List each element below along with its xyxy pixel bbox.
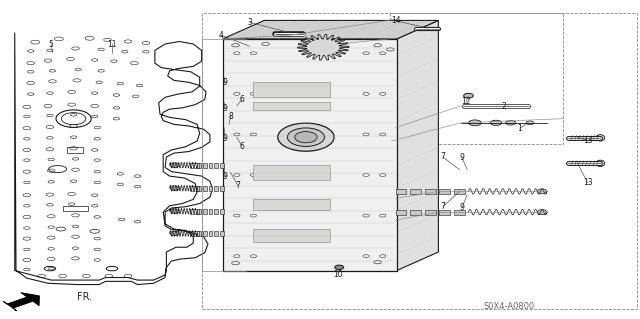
Ellipse shape <box>170 163 179 167</box>
Text: 6: 6 <box>239 142 244 151</box>
Text: S0X4-A0800: S0X4-A0800 <box>483 302 534 311</box>
Bar <box>253 102 330 110</box>
Text: 5: 5 <box>49 40 54 48</box>
Bar <box>189 209 200 214</box>
Ellipse shape <box>596 135 605 141</box>
Bar <box>220 209 223 214</box>
Text: 11: 11 <box>108 40 116 48</box>
Bar <box>410 189 421 194</box>
Text: 7: 7 <box>440 202 445 211</box>
Bar <box>189 231 200 236</box>
Ellipse shape <box>278 123 334 151</box>
Bar <box>410 210 421 215</box>
Ellipse shape <box>506 121 516 125</box>
Bar <box>202 13 637 309</box>
Bar <box>220 163 223 168</box>
Text: 9: 9 <box>223 104 228 113</box>
Ellipse shape <box>316 43 331 51</box>
Ellipse shape <box>294 132 317 143</box>
Bar <box>203 186 207 191</box>
Ellipse shape <box>170 186 179 190</box>
Bar <box>396 210 406 215</box>
Bar <box>197 231 202 236</box>
Text: 4: 4 <box>218 31 223 40</box>
Bar <box>253 82 330 97</box>
Polygon shape <box>15 33 212 285</box>
Ellipse shape <box>538 189 547 194</box>
Bar <box>63 206 88 211</box>
Ellipse shape <box>170 209 179 213</box>
Bar <box>390 13 563 144</box>
Bar <box>203 231 207 236</box>
Bar <box>197 209 202 214</box>
Polygon shape <box>223 20 438 39</box>
Bar <box>189 186 200 191</box>
Bar <box>197 163 202 168</box>
Bar <box>439 189 450 194</box>
Text: 1: 1 <box>517 124 522 133</box>
Text: 13: 13 <box>582 178 593 187</box>
Ellipse shape <box>596 160 605 167</box>
Bar <box>439 210 450 215</box>
Bar <box>209 186 212 191</box>
Text: 3: 3 <box>247 18 252 27</box>
Text: 10: 10 <box>333 270 343 279</box>
Bar <box>203 209 207 214</box>
Bar <box>214 163 218 168</box>
Ellipse shape <box>170 231 179 236</box>
Ellipse shape <box>463 93 474 98</box>
Text: 12: 12 <box>461 97 470 106</box>
Bar <box>209 209 212 214</box>
Ellipse shape <box>335 265 344 270</box>
Bar <box>67 147 83 153</box>
Text: 9: 9 <box>460 203 465 212</box>
Bar <box>220 231 223 236</box>
Bar <box>214 231 218 236</box>
Text: FR.: FR. <box>77 292 92 302</box>
Bar <box>425 189 436 194</box>
Bar <box>253 229 330 242</box>
Ellipse shape <box>526 121 534 125</box>
Bar <box>209 163 212 168</box>
Text: 7: 7 <box>440 152 445 161</box>
Bar <box>396 189 406 194</box>
Bar <box>214 186 218 191</box>
Bar <box>197 186 202 191</box>
Text: 6: 6 <box>239 95 244 104</box>
Polygon shape <box>3 293 40 311</box>
Bar <box>454 189 465 194</box>
Bar <box>209 231 212 236</box>
Text: 9: 9 <box>223 78 228 87</box>
Ellipse shape <box>287 128 324 146</box>
Text: 7: 7 <box>236 181 241 190</box>
Polygon shape <box>298 34 349 60</box>
Bar <box>454 210 465 215</box>
Bar <box>253 165 330 180</box>
Ellipse shape <box>490 120 502 125</box>
Bar <box>253 198 330 210</box>
Text: 8: 8 <box>228 112 233 121</box>
Bar <box>189 163 200 168</box>
Text: 9: 9 <box>460 153 465 162</box>
Polygon shape <box>397 20 438 271</box>
Ellipse shape <box>538 210 547 214</box>
Bar <box>203 163 207 168</box>
Text: 9: 9 <box>223 172 228 181</box>
Bar <box>425 210 436 215</box>
Ellipse shape <box>468 120 481 126</box>
Bar <box>220 186 223 191</box>
Text: 2: 2 <box>502 102 507 111</box>
Text: 14: 14 <box>390 16 401 25</box>
Text: 13: 13 <box>582 136 593 145</box>
Bar <box>223 39 397 271</box>
Text: 9: 9 <box>223 134 228 143</box>
Bar <box>214 209 218 214</box>
